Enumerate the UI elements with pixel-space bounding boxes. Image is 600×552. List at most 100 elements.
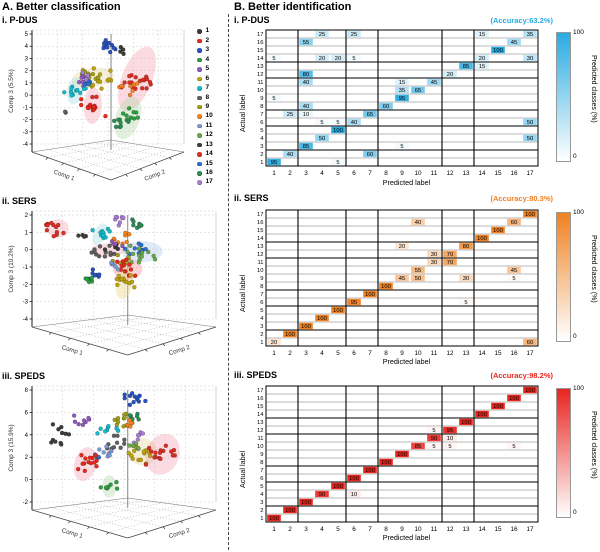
- heatmap-cell: [331, 126, 345, 134]
- heatmap-cell: [443, 434, 457, 442]
- heatmap-cell-value: 5: [512, 276, 515, 282]
- scatter-point: [69, 86, 74, 91]
- scatter-point: [90, 227, 95, 233]
- heatmap-cell-value: 10: [351, 492, 357, 498]
- matrix-title-pdus: i. P-DUS: [234, 15, 270, 25]
- heatmap-cell-value: 100: [333, 484, 343, 490]
- svg-text:14: 14: [478, 350, 486, 357]
- scatter-point: [152, 257, 158, 262]
- svg-text:5: 5: [25, 32, 29, 38]
- heatmap-cell-value: 55: [303, 40, 309, 46]
- heatmap-cell: [395, 242, 409, 250]
- scatter-point: [81, 418, 87, 423]
- heatmap-cell: [411, 274, 425, 282]
- svg-text:2: 2: [288, 170, 292, 177]
- scatter-point: [122, 396, 127, 401]
- scatter-point: [79, 97, 84, 102]
- heatmap-cell-value: 65: [415, 88, 421, 94]
- heatmap-cell: [315, 54, 329, 62]
- heatmap-cell: [267, 338, 281, 346]
- heatmap-cell: [395, 274, 409, 282]
- heatmap-cell: [507, 274, 521, 282]
- svg-text:6: 6: [25, 410, 29, 416]
- svg-text:12: 12: [446, 526, 454, 533]
- scatter-point: [97, 244, 103, 249]
- scatter-zlabel: Comp 3 (5.5%): [8, 69, 15, 113]
- heatmap-cell: [299, 70, 313, 78]
- heatmap-cell-value: 40: [351, 120, 357, 126]
- svg-text:-2: -2: [23, 118, 29, 124]
- colorbar-label-pdus: Predicted classes (%): [590, 55, 597, 123]
- heatmap-cell: [523, 30, 537, 38]
- svg-text:6: 6: [352, 526, 356, 533]
- scatter-point: [111, 433, 117, 438]
- scatter-point: [112, 241, 118, 247]
- svg-text:6: 6: [352, 170, 356, 177]
- scatter-point: [58, 440, 63, 446]
- scatter-point: [132, 448, 137, 454]
- svg-text:15: 15: [257, 48, 263, 54]
- scatter-point: [124, 239, 129, 245]
- legend-item: 2: [197, 36, 227, 45]
- scatter-point: [111, 445, 117, 450]
- heatmap-cell-value: 5: [336, 120, 339, 126]
- scatter-point: [139, 86, 145, 91]
- svg-text:12: 12: [257, 252, 263, 258]
- legend-color-dot: [197, 86, 202, 91]
- svg-text:4: 4: [320, 170, 324, 177]
- scatter-point: [157, 450, 163, 455]
- heatmap-tick-labels: 1122334455667788991010111112121313141415…: [257, 388, 534, 533]
- scatter-point: [127, 413, 133, 418]
- scatter-point: [62, 90, 67, 95]
- scatter-point: [120, 47, 126, 52]
- scatter-point: [81, 86, 87, 92]
- heatmap-cell-value: 5: [432, 444, 435, 450]
- legend-item: 7: [197, 84, 227, 93]
- legend-item: 12: [197, 131, 227, 140]
- svg-text:11: 11: [257, 80, 263, 86]
- svg-text:17: 17: [257, 32, 263, 38]
- svg-text:2: 2: [260, 332, 263, 338]
- heatmap-cell-value: 55: [415, 268, 421, 274]
- heatmap-cell: [459, 274, 473, 282]
- heatmap-cell: [379, 458, 393, 466]
- scatter-point: [45, 222, 50, 228]
- scatter-point: [136, 417, 141, 422]
- heatmap-cell: [347, 118, 361, 126]
- speds-3d-scatter-plot: 8 6 4 2 0 -2 Comp 1 Comp 2 Comp 3 (15.9%): [8, 385, 217, 540]
- scatter-point: [96, 254, 102, 259]
- scatter-point: [118, 124, 123, 129]
- heatmap-cell-value: 90: [319, 492, 325, 498]
- heatmap-cell-value: 5: [400, 144, 403, 150]
- svg-text:12: 12: [446, 170, 454, 177]
- scatter-point: [62, 109, 68, 114]
- scatter-point: [135, 433, 141, 438]
- panel-a-title: A. Better classification: [2, 1, 121, 13]
- heatmap-cell: [299, 38, 313, 46]
- legend-color-dot: [197, 67, 202, 72]
- scatter-point: [131, 223, 136, 228]
- scatter-point: [128, 424, 133, 429]
- scatter-point: [133, 441, 139, 446]
- scatter-point: [138, 457, 144, 463]
- heatmap-tick-labels: 1122334455667788991010111112121313141415…: [257, 32, 534, 177]
- svg-text:16: 16: [257, 220, 263, 226]
- panel-divider: [228, 14, 229, 550]
- scatter-point: [138, 223, 143, 228]
- scatter-point: [81, 234, 87, 239]
- heatmap-cell: [507, 266, 521, 274]
- subpanel-title-pdus-3d: i. P-DUS: [2, 15, 38, 25]
- heatmap-cell: [491, 226, 505, 234]
- heatmap-cell-value: 20: [335, 56, 341, 62]
- svg-text:13: 13: [462, 526, 470, 533]
- scatter-point: [108, 49, 113, 55]
- scatter-point: [53, 224, 59, 230]
- heatmap-cell: [331, 482, 345, 490]
- scatter-point: [153, 450, 158, 455]
- svg-text:9: 9: [400, 350, 404, 357]
- heatmap-cell-value: 5: [336, 160, 339, 166]
- heatmap-cell: [347, 30, 361, 38]
- scatter-point: [94, 464, 99, 469]
- scatter-point: [85, 277, 90, 282]
- subpanel-title-speds-3d: iii. SPEDS: [2, 371, 46, 381]
